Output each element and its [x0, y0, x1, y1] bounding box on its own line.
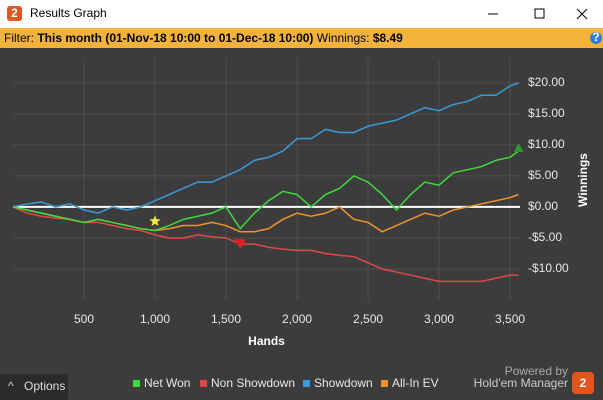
app-icon	[7, 6, 22, 21]
x-tick-label: 500	[74, 312, 94, 326]
x-tick-label: 1,000	[140, 312, 170, 326]
maximize-button[interactable]	[534, 8, 545, 19]
y-tick-label: $15.00	[528, 106, 565, 120]
y-axis-label: Winnings	[576, 153, 590, 207]
close-button[interactable]	[576, 8, 588, 20]
series-line	[12, 206, 519, 283]
brand: Hold'em Manager	[474, 376, 568, 390]
app-icon-text: 2	[11, 6, 18, 20]
legend-label: All-In EV	[392, 376, 439, 390]
x-tick-label: 3,000	[424, 312, 454, 326]
x-tick-label: 1,500	[211, 312, 241, 326]
series-line	[12, 150, 520, 232]
legend-swatch	[303, 380, 310, 387]
y-tick-label: $0.00	[528, 199, 558, 213]
legend-label: Showdown	[314, 376, 373, 390]
y-tick-label: $5.00	[528, 168, 558, 182]
filter-value: This month (01-Nov-18 10:00 to 01-Dec-18…	[37, 31, 313, 45]
x-tick-label: 2,500	[353, 312, 383, 326]
options-caret[interactable]: ^	[8, 379, 14, 393]
legend-swatch	[133, 380, 140, 387]
brand-logo-text: 2	[580, 376, 587, 390]
winnings-label: Winnings:	[317, 31, 370, 45]
y-tick-label: -$5.00	[528, 230, 562, 244]
event-marker	[513, 142, 524, 152]
chart-area	[0, 48, 603, 400]
legend-swatch	[200, 380, 207, 387]
x-tick-label: 2,000	[282, 312, 312, 326]
window-title: Results Graph	[30, 6, 107, 20]
filter-label: Filter:	[4, 31, 34, 45]
series-line	[12, 82, 519, 214]
powered-by: Powered by	[505, 364, 568, 378]
filter-text: Filter: This month (01-Nov-18 10:00 to 0…	[4, 31, 403, 45]
y-tick-label: -$10.00	[528, 261, 569, 275]
brand-logo	[572, 372, 594, 394]
y-tick-label: $20.00	[528, 75, 565, 89]
options-button[interactable]	[0, 374, 68, 400]
event-marker	[234, 239, 247, 250]
event-marker	[149, 215, 161, 227]
options-label[interactable]: Options	[24, 379, 65, 393]
x-tick-label: 3,500	[495, 312, 525, 326]
y-tick-label: $10.00	[528, 137, 565, 151]
legend-label: Non Showdown	[211, 376, 295, 390]
legend-swatch	[381, 380, 388, 387]
winnings-value: $8.49	[373, 31, 403, 45]
filter-bar	[0, 28, 603, 48]
plot: -$10.00 -$5.00 $0.00 $5.00 $10.00 $15.00 $20.0…	[12, 58, 590, 348]
help-icon[interactable]	[590, 32, 602, 44]
legend-label: Net Won	[144, 376, 190, 390]
title-bar	[0, 0, 603, 28]
help-icon-text[interactable]: ?	[592, 30, 599, 44]
x-axis-label: Hands	[248, 334, 285, 348]
